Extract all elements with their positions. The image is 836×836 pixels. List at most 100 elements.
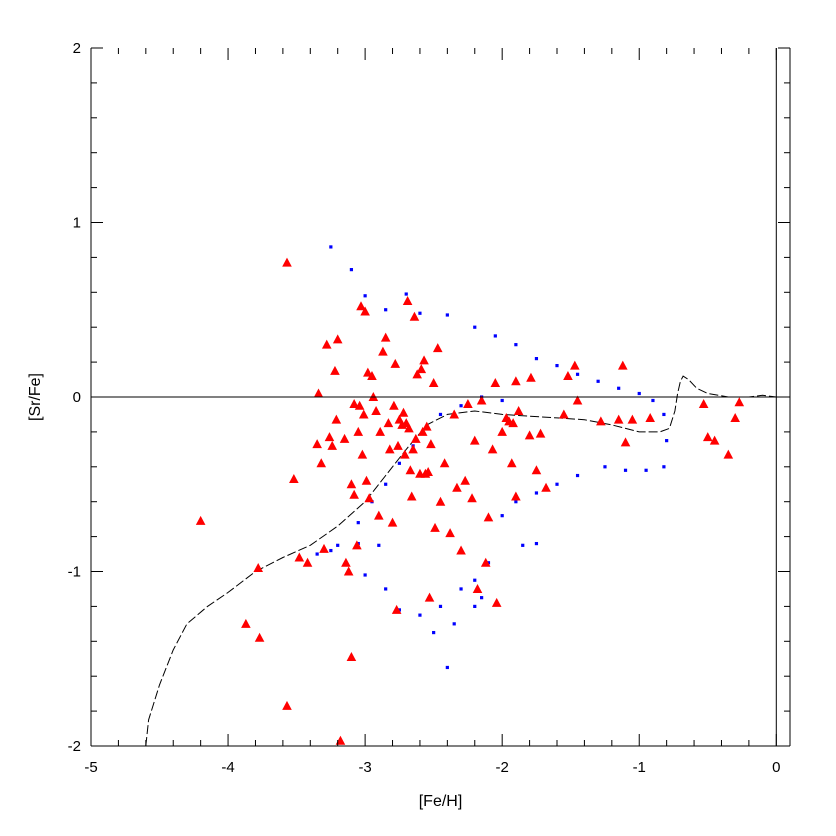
blue-point — [617, 386, 621, 390]
red-triangle-point — [409, 311, 420, 321]
blue-point — [555, 363, 559, 368]
red-triangle-point — [480, 557, 491, 567]
red-triangle-point — [364, 493, 375, 503]
red-triangle-point — [460, 475, 470, 485]
red-triangle-point — [378, 346, 388, 356]
blue-point — [575, 473, 580, 478]
red-triangle-point — [254, 632, 265, 642]
red-triangle-point — [702, 432, 713, 442]
y-tick-label: 1 — [73, 215, 81, 232]
blue-point — [486, 561, 491, 565]
red-triangle-point — [596, 416, 606, 426]
blue-point — [575, 372, 580, 376]
blue-point — [651, 398, 655, 403]
red-triangle-point — [398, 407, 409, 417]
red-triangle-point — [404, 423, 414, 433]
red-triangle-point — [423, 467, 433, 477]
y-tick-label: -1 — [68, 564, 81, 581]
blue-point — [521, 543, 525, 547]
red-triangle-point — [452, 482, 462, 492]
red-triangle-point — [400, 449, 410, 459]
blue-point — [336, 543, 340, 547]
blue-point — [377, 543, 381, 547]
red-triangle-point — [572, 395, 583, 405]
red-triangle-point — [456, 545, 466, 555]
blue-point — [418, 613, 422, 617]
red-triangle-point — [476, 395, 487, 405]
red-triangle-point — [282, 257, 292, 267]
blue-point — [514, 500, 518, 504]
red-triangle-point — [463, 398, 473, 408]
model-curve-line — [145, 375, 777, 747]
x-axis-label: [Fe/H] — [419, 793, 463, 810]
red-triangle-point — [341, 557, 351, 567]
red-triangle-point — [408, 444, 418, 454]
red-triangle-point — [356, 301, 366, 311]
blue-point — [445, 665, 449, 670]
red-triangle-point — [439, 458, 450, 468]
blue-point — [662, 412, 666, 417]
red-triangle-point — [302, 557, 313, 567]
red-triangle-point — [483, 512, 494, 522]
blue-point — [459, 587, 463, 591]
red-triangle-point — [319, 543, 329, 553]
red-triangle-point — [332, 334, 343, 344]
red-triangle-point — [282, 700, 292, 710]
red-triangle-point — [390, 358, 401, 368]
red-triangle-point — [449, 409, 460, 419]
x-tick-label: -2 — [496, 759, 509, 776]
blue-dot-series — [315, 245, 669, 670]
red-triangle-point — [613, 414, 624, 424]
blue-point — [459, 404, 463, 408]
red-triangle-point — [349, 398, 359, 408]
red-triangle-point — [563, 371, 573, 381]
red-triangle-point — [430, 522, 440, 532]
red-triangle-point — [361, 475, 372, 485]
red-triangle-point — [487, 444, 498, 454]
red-triangle-point — [405, 465, 416, 475]
blue-point — [397, 608, 401, 612]
ticks — [90, 47, 790, 747]
tick-labels: -5 -4 -3 -2 -1 0 -2 -1 0 1 2 — [68, 40, 781, 776]
blue-point — [432, 630, 436, 635]
blue-point — [596, 379, 600, 383]
axes — [90, 48, 791, 747]
blue-point — [438, 412, 443, 417]
blue-point — [534, 541, 539, 546]
red-triangle-point — [387, 517, 398, 527]
blue-point — [329, 548, 333, 553]
blue-point — [665, 439, 669, 443]
red-triangle-point — [383, 418, 394, 428]
red-triangle-point — [391, 604, 402, 614]
red-triangle-point — [327, 440, 338, 450]
red-triangle-point — [195, 515, 206, 525]
red-triangle-point — [620, 437, 631, 447]
x-tick-label: -4 — [221, 759, 234, 776]
red-triangle-point — [316, 458, 327, 468]
red-triangle-point — [380, 332, 391, 342]
red-triangle-point — [467, 493, 477, 503]
blue-point — [637, 391, 641, 396]
red-triangle-point — [570, 360, 580, 370]
red-triangle-point — [417, 426, 428, 436]
red-triangle-point — [371, 405, 381, 415]
red-triangle-point — [508, 418, 518, 428]
red-triangle-point — [445, 528, 455, 538]
blue-point — [500, 398, 504, 403]
blue-point — [644, 468, 648, 472]
red-triangle-point — [627, 414, 638, 424]
red-triangle-point — [289, 474, 299, 484]
red-triangle-point — [497, 426, 507, 436]
y-axis-label: [Sr/Fe] — [27, 373, 44, 421]
red-triangle-point — [335, 735, 346, 745]
blue-point — [662, 465, 666, 469]
blue-point — [363, 294, 367, 298]
blue-point — [500, 514, 504, 518]
blue-point — [473, 325, 477, 329]
blue-point — [534, 491, 539, 495]
blue-point — [445, 313, 449, 317]
red-triangle-point — [367, 371, 377, 381]
red-triangle-point — [321, 339, 332, 349]
blue-point — [534, 357, 539, 361]
